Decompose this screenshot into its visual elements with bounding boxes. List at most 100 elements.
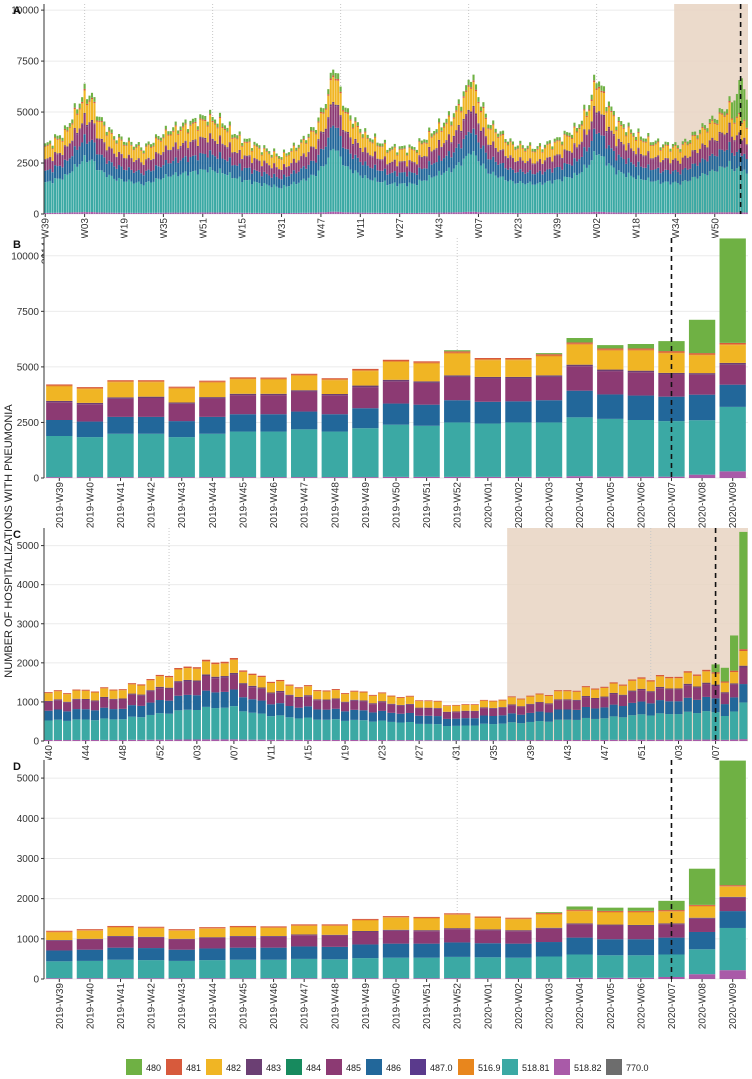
bar-segment-485 xyxy=(221,144,224,159)
y-axis-label: NUMBER OF HOSPITALIZATIONS WITH PNEUMONI… xyxy=(3,404,15,678)
bar-segment-480 xyxy=(711,115,714,120)
bar-segment-486 xyxy=(229,947,257,960)
bar-segment-483 xyxy=(290,163,293,164)
bar-segment-481 xyxy=(401,148,404,150)
bar-segment-518-82 xyxy=(618,739,628,741)
bar-segment-482 xyxy=(702,671,711,683)
bar-segment-518-82 xyxy=(538,212,542,214)
bar-segment-486 xyxy=(294,707,303,719)
bar-segment-482 xyxy=(103,126,106,143)
bar-segment-482 xyxy=(285,685,294,695)
bar-segment-486 xyxy=(534,174,537,185)
bar-segment-518-81 xyxy=(578,173,581,213)
bar-segment-482 xyxy=(127,684,137,694)
bar-segment-485 xyxy=(248,156,251,168)
bar-segment-482 xyxy=(627,127,630,144)
bar-segment-483 xyxy=(398,161,401,163)
bar-segment-480 xyxy=(351,123,354,128)
bar-segment-483 xyxy=(526,161,529,162)
bar-segment-518-81 xyxy=(127,179,130,213)
bar-segment-518-81 xyxy=(209,167,212,213)
bar-segment-486 xyxy=(322,709,331,720)
bar-segment-481 xyxy=(147,144,150,146)
bar-segment-486 xyxy=(553,167,556,181)
bar-segment-518-81 xyxy=(526,183,529,213)
bar-segment-482 xyxy=(423,143,426,157)
bar-segment-485 xyxy=(90,701,100,711)
bar-segment-518-82 xyxy=(118,212,121,214)
bar-segment-485 xyxy=(470,711,479,719)
bar-segment-518-81 xyxy=(118,177,121,213)
bar-segment-485 xyxy=(548,157,551,169)
bar-segment-483 xyxy=(199,136,202,138)
bar-segment-518-82 xyxy=(591,739,600,741)
bar-segment-483 xyxy=(109,698,118,700)
bar-segment-481 xyxy=(617,120,620,123)
bar-segment-481 xyxy=(229,657,238,660)
bar-segment-481 xyxy=(405,695,414,697)
bar-segment-485 xyxy=(444,376,471,401)
bar-segment-485 xyxy=(302,154,305,167)
bar-segment-480 xyxy=(339,86,342,92)
y-tick-label: 5000 xyxy=(17,108,40,119)
bar-segment-480 xyxy=(694,131,697,135)
bar-segment-518-82 xyxy=(46,477,73,478)
bar-segment-485 xyxy=(637,148,640,162)
bar-segment-485 xyxy=(152,159,155,171)
bar-segment-485 xyxy=(162,153,165,166)
bar-segment-481 xyxy=(90,97,94,100)
bar-segment-518-81 xyxy=(551,183,554,213)
bar-segment-481 xyxy=(455,110,458,112)
bar-segment-482 xyxy=(406,155,409,167)
bar-segment-482 xyxy=(192,668,201,681)
bar-segment-518-82 xyxy=(174,212,177,214)
bar-segment-482 xyxy=(382,362,410,380)
bar-segment-480 xyxy=(516,145,519,149)
bar-segment-483 xyxy=(361,152,364,154)
bar-segment-518-81 xyxy=(361,178,364,213)
bar-segment-483 xyxy=(531,163,534,165)
bar-segment-480 xyxy=(708,119,711,123)
bar-segment-483 xyxy=(688,917,716,919)
bar-segment-483 xyxy=(514,161,517,163)
bar-segment-480 xyxy=(206,121,209,126)
bar-segment-518-81 xyxy=(137,960,165,979)
bar-segment-482 xyxy=(310,131,313,147)
bar-segment-483 xyxy=(516,706,526,708)
bar-segment-481 xyxy=(462,96,465,98)
bar-segment-486 xyxy=(310,160,313,175)
bar-segment-481 xyxy=(720,681,729,683)
bar-segment-486 xyxy=(428,161,431,176)
bar-segment-485 xyxy=(159,155,162,168)
bar-segment-485 xyxy=(573,144,576,159)
bar-segment-518-82 xyxy=(563,212,566,214)
bar-segment-480 xyxy=(440,127,443,131)
bar-segment-481 xyxy=(56,138,59,140)
bar-segment-485 xyxy=(602,116,606,136)
bar-segment-483 xyxy=(172,146,175,148)
bar-segment-518-81 xyxy=(703,173,706,213)
bar-segment-481 xyxy=(159,140,162,142)
bar-segment-516-9 xyxy=(413,917,440,919)
bar-segment-485 xyxy=(54,153,57,166)
bar-segment-483 xyxy=(98,138,101,140)
bar-segment-486 xyxy=(573,158,576,173)
bar-segment-518-82 xyxy=(238,212,241,214)
bar-segment-486 xyxy=(665,701,674,715)
x-tick-label: 2019-W45 xyxy=(239,983,250,1030)
bar-segment-518-81 xyxy=(310,174,313,213)
bar-segment-518-82 xyxy=(526,740,535,741)
bar-segment-485 xyxy=(696,153,699,166)
bar-segment-483 xyxy=(723,134,726,136)
bar-segment-518-82 xyxy=(514,212,517,214)
bar-segment-518-82 xyxy=(44,740,53,741)
bar-segment-485 xyxy=(337,106,340,128)
bar-segment-518-81 xyxy=(313,719,322,740)
bar-segment-481 xyxy=(46,145,49,146)
bar-segment-483 xyxy=(563,149,566,151)
bar-segment-518-81 xyxy=(499,176,502,213)
bar-segment-485 xyxy=(73,129,76,147)
bar-segment-483 xyxy=(602,114,606,117)
bar-segment-486 xyxy=(739,684,748,703)
bar-segment-486 xyxy=(575,161,578,176)
